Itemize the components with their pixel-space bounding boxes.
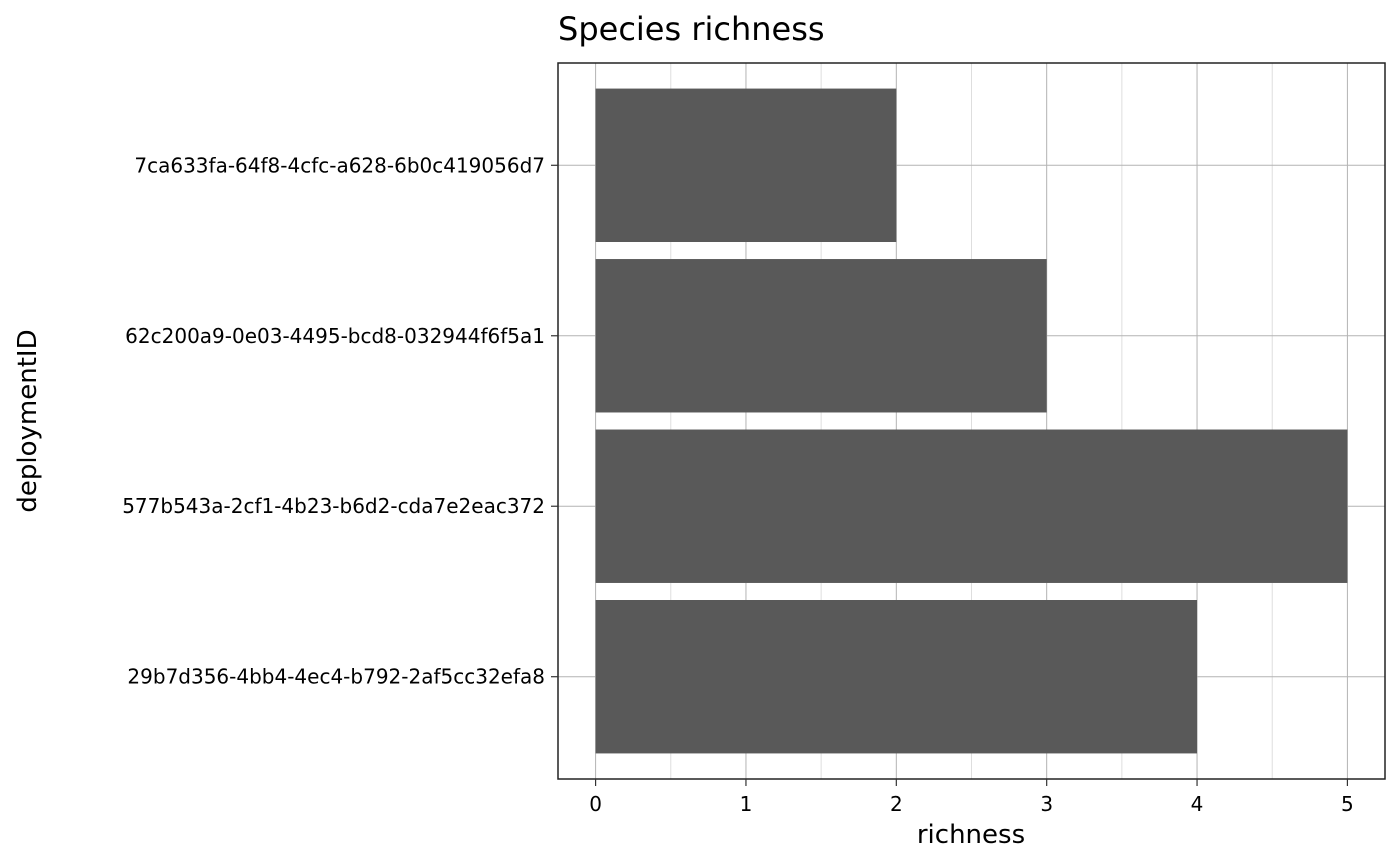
y-tick-label: 577b543a-2cf1-4b23-b6d2-cda7e2eac372 bbox=[122, 494, 545, 518]
chart-title: Species richness bbox=[558, 10, 825, 48]
x-axis-title: richness bbox=[917, 820, 1025, 850]
axis-labels: 0 1 2 3 4 5 29b7d356-4bb4-4ec4-b792-2af5cc32ef… bbox=[122, 153, 1354, 816]
y-axis-title: deploymentID bbox=[13, 329, 43, 512]
x-tick-label: 2 bbox=[890, 792, 903, 816]
x-tick-label: 4 bbox=[1191, 792, 1204, 816]
bar bbox=[595, 429, 1348, 583]
bar bbox=[595, 259, 1047, 413]
y-tick-label: 7ca633fa-64f8-4cfc-a628-6b0c419056d7 bbox=[134, 153, 545, 177]
bar bbox=[595, 88, 897, 242]
y-tick-label: 29b7d356-4bb4-4ec4-b792-2af5cc32efa8 bbox=[127, 665, 545, 689]
x-tick-label: 3 bbox=[1040, 792, 1053, 816]
bar bbox=[595, 600, 1198, 754]
x-tick-label: 5 bbox=[1341, 792, 1354, 816]
x-tick-label: 1 bbox=[740, 792, 753, 816]
axis-ticks bbox=[551, 164, 1349, 786]
panel-border bbox=[557, 62, 1386, 780]
bars bbox=[595, 88, 1348, 754]
y-tick-label: 62c200a9-0e03-4495-bcd8-032944f6f5a1 bbox=[125, 324, 545, 348]
x-tick-label: 0 bbox=[589, 792, 602, 816]
